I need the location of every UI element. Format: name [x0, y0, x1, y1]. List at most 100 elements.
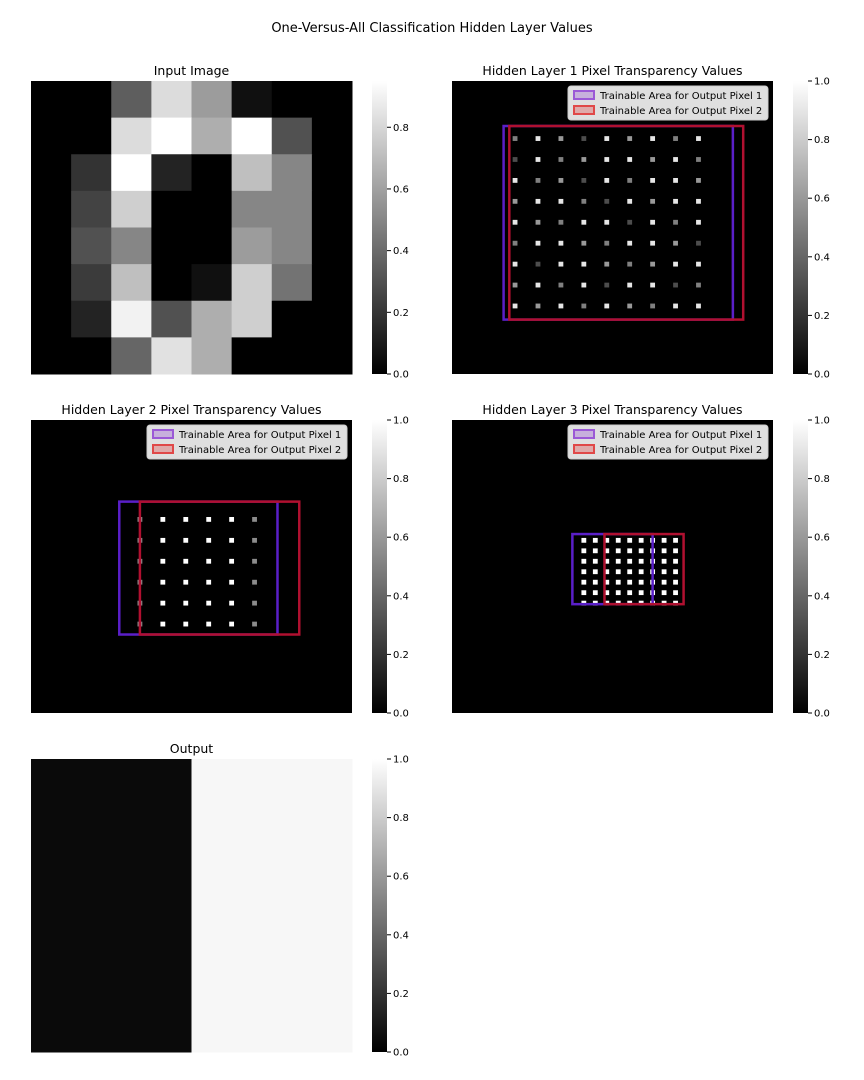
panel-5: Output 0.0 0.2 0.4 0.6 0.8 1.0: [31, 741, 409, 1059]
heatmap-dot: [604, 569, 610, 575]
heatmap-dot: [160, 558, 166, 564]
heatmap-dot: [650, 261, 656, 267]
heatmap-cell: [311, 227, 353, 265]
heatmap-dot: [673, 136, 678, 141]
heatmap-cell: [71, 264, 112, 302]
heatmap-dot: [252, 517, 257, 522]
heatmap-dot: [650, 157, 656, 162]
colorbar-tick-label: 0.6: [814, 533, 830, 544]
heatmap-cell: [271, 117, 313, 155]
heatmap-dot: [206, 600, 212, 606]
heatmap-cell: [311, 300, 353, 338]
heatmap-dot: [673, 157, 678, 162]
colorbar-tick-label: 0.8: [393, 474, 409, 485]
colorbar-tick-label: 0.4: [393, 246, 409, 257]
heatmap-cell: [31, 154, 72, 192]
heatmap-dot: [592, 537, 598, 543]
heatmap-cell: [71, 81, 112, 119]
colorbar-tick-label: 0.0: [393, 709, 409, 720]
heatmap-dot: [673, 558, 678, 564]
heatmap-dot: [673, 219, 678, 225]
heatmap-cell: [231, 154, 273, 192]
colorbar-tick-label: 0.2: [393, 650, 409, 661]
colorbar-tick-label: 0.2: [814, 311, 830, 322]
heatmap-dot: [592, 579, 598, 585]
colorbar-tick-label: 0.4: [393, 591, 409, 602]
heatmap-cell: [111, 81, 152, 119]
heatmap-cell: [231, 117, 273, 155]
heatmap-cell: [71, 154, 112, 192]
heatmap-dot: [558, 219, 564, 225]
heatmap-dot: [558, 303, 564, 309]
heatmap-dot: [627, 537, 633, 543]
heatmap-dot: [581, 136, 587, 141]
heatmap-dot: [229, 558, 235, 564]
heatmap-dot: [512, 303, 518, 309]
heatmap-cell: [231, 81, 273, 119]
heatmap-dot: [615, 558, 621, 564]
heatmap-dot: [160, 621, 166, 627]
heatmap-dot: [604, 157, 610, 162]
colorbar-tick-label: 1.0: [393, 416, 409, 427]
heatmap-cell: [311, 337, 353, 375]
heatmap-dot: [696, 282, 701, 288]
colorbar: [793, 81, 808, 374]
heatmap-dot: [160, 600, 166, 606]
heatmap-dot: [604, 303, 610, 309]
heatmap-dot: [229, 600, 235, 606]
legend-swatch: [573, 105, 595, 115]
heatmap-cell: [31, 117, 72, 155]
heatmap-dot: [661, 558, 667, 564]
heatmap-cell: [31, 759, 192, 1053]
colorbar-tick-label: 0.2: [393, 989, 409, 1000]
colorbar-tick-label: 0.6: [393, 872, 409, 883]
heatmap-cell: [191, 759, 353, 1053]
heatmap-dot: [627, 240, 633, 246]
legend-box: [146, 424, 348, 460]
heatmap-dot: [581, 590, 587, 596]
trainable-area-pixel-2: [138, 500, 301, 636]
heatmap-dot: [558, 157, 564, 162]
heatmap-cell: [111, 190, 152, 228]
heatmap-cell: [151, 300, 192, 338]
heatmap-cell: [311, 264, 353, 302]
heatmap-dot: [604, 548, 610, 554]
heatmap-dot: [512, 261, 518, 267]
heatmap-cell: [71, 300, 112, 338]
heatmap-dot: [581, 157, 587, 162]
heatmap-dot: [160, 537, 166, 543]
legend: Trainable Area for Output Pixel 1 Trainab…: [146, 424, 348, 460]
heatmap-dot: [535, 303, 541, 309]
heatmap-dot: [673, 240, 678, 246]
heatmap-dot: [627, 219, 633, 225]
heatmap-dot: [535, 261, 541, 267]
colorbar-tick-label: 0.0: [393, 1048, 409, 1059]
heatmap-dot: [638, 569, 644, 575]
heatmap-cell: [191, 117, 233, 155]
legend: Trainable Area for Output Pixel 1 Trainab…: [567, 85, 769, 121]
heatmap-dot: [604, 240, 610, 246]
heatmap-cell: [71, 190, 112, 228]
heatmap-dot: [650, 240, 656, 246]
heatmap-dot: [558, 198, 564, 204]
heatmap-dot: [604, 136, 610, 141]
heatmap-dot: [673, 261, 678, 267]
heatmap-dot: [252, 537, 257, 543]
colorbar-tick-label: 1.0: [393, 755, 409, 766]
heatmap-cell: [151, 227, 192, 265]
legend-label: Trainable Area for Output Pixel 2: [178, 445, 341, 456]
heatmap-dot: [696, 178, 701, 183]
panel-3: Hidden Layer 2 Pixel Transparency Values…: [31, 402, 409, 720]
panel-title: Hidden Layer 3 Pixel Transparency Values: [482, 402, 742, 417]
heatmap-dot: [558, 136, 564, 141]
colorbar-tick-label: 0.0: [393, 370, 409, 381]
heatmap-dot: [627, 303, 633, 309]
panel-title: Input Image: [154, 63, 230, 78]
heatmap-dot: [592, 569, 598, 575]
heatmap-dot: [512, 219, 518, 225]
heatmap-dot: [206, 558, 212, 564]
heatmap-dot: [592, 590, 598, 596]
heatmap-cell: [71, 227, 112, 265]
legend-label: Trainable Area for Output Pixel 1: [599, 430, 762, 441]
heatmap-cell: [231, 337, 273, 375]
